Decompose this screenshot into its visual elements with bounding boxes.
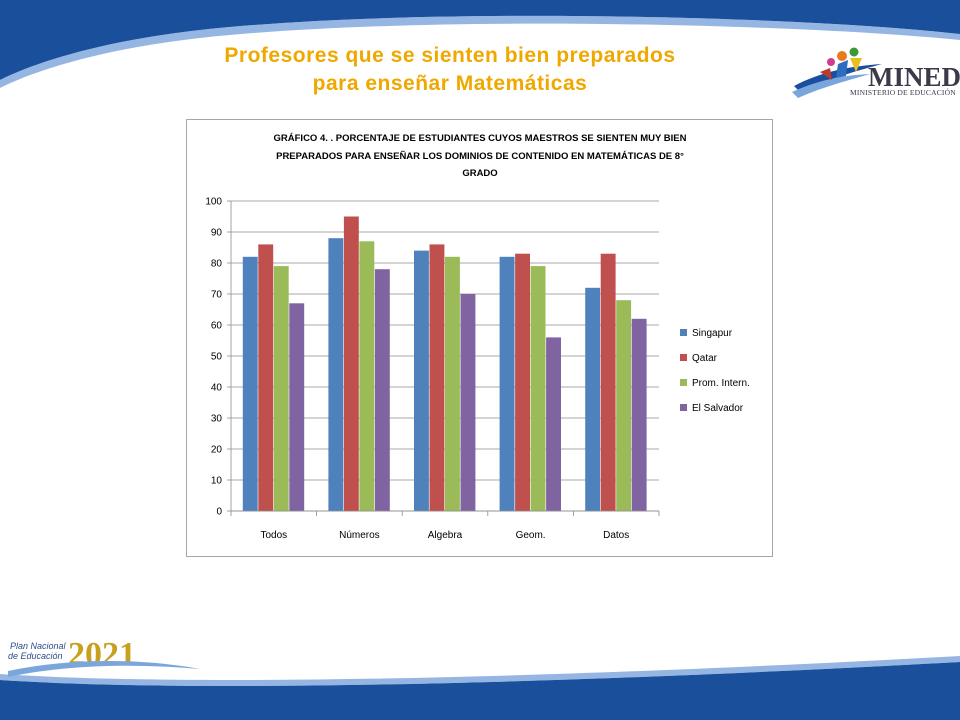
y-tick-label: 20 bbox=[211, 445, 223, 456]
bar bbox=[546, 337, 561, 511]
footer-logo-line-2: de Educación bbox=[8, 651, 63, 661]
bar bbox=[258, 244, 274, 511]
y-tick-label: 80 bbox=[211, 259, 223, 270]
y-tick-label: 90 bbox=[211, 228, 223, 239]
y-tick-label: 30 bbox=[211, 414, 223, 425]
slide-title-line-2: para enseñar Matemáticas bbox=[312, 72, 588, 95]
bar bbox=[242, 256, 258, 511]
bar bbox=[343, 216, 359, 511]
legend-swatch bbox=[680, 404, 687, 411]
bar bbox=[289, 303, 305, 511]
y-tick-label: 50 bbox=[211, 352, 223, 363]
y-tick-label: 10 bbox=[211, 476, 223, 487]
chart-title-line-1: GRÁFICO 4. . PORCENTAJE DE ESTUDIANTES C… bbox=[273, 133, 687, 144]
legend-label: El Salvador bbox=[692, 403, 744, 414]
mined-logo-icon bbox=[792, 47, 882, 98]
chart-title-line-3: GRADO bbox=[462, 168, 498, 179]
x-tick-label: Datos bbox=[603, 530, 629, 541]
bar bbox=[530, 266, 546, 511]
legend-swatch bbox=[680, 354, 687, 361]
x-tick-label: Algebra bbox=[428, 530, 463, 541]
footer-logo-line-1: Plan Nacional bbox=[10, 641, 66, 651]
y-tick-label: 60 bbox=[211, 321, 223, 332]
bar bbox=[600, 253, 616, 511]
bar bbox=[499, 256, 515, 511]
bar bbox=[374, 269, 390, 511]
bar bbox=[359, 241, 375, 512]
x-tick-label: Geom. bbox=[516, 530, 546, 541]
y-tick-label: 100 bbox=[205, 197, 222, 208]
y-tick-label: 0 bbox=[216, 507, 222, 518]
x-tick-label: Números bbox=[339, 530, 380, 541]
chart-title-line-2: PREPARADOS PARA ENSEÑAR LOS DOMINIOS DE … bbox=[276, 151, 684, 162]
bar bbox=[515, 253, 530, 511]
bar bbox=[273, 266, 289, 511]
bar bbox=[445, 256, 460, 511]
header-band bbox=[0, 0, 960, 88]
bar bbox=[631, 318, 647, 511]
legend-label: Singapur bbox=[692, 328, 733, 339]
bar bbox=[328, 238, 344, 511]
bar bbox=[414, 250, 429, 511]
legend-swatch bbox=[680, 379, 687, 386]
legend-swatch bbox=[680, 329, 687, 336]
bar bbox=[429, 244, 445, 511]
plan-nacional-logo-icon: 2021 bbox=[8, 636, 200, 677]
legend-label: Prom. Intern. bbox=[692, 378, 750, 389]
bar bbox=[585, 287, 601, 511]
logo-subtext: MINISTERIO DE EDUCACIÓN bbox=[850, 88, 956, 97]
logo-text: MINED bbox=[868, 62, 960, 92]
footer-band bbox=[0, 656, 960, 720]
bar bbox=[616, 300, 632, 511]
footer-logo-year: 2021 bbox=[68, 636, 136, 673]
legend-label: Qatar bbox=[692, 353, 718, 364]
bar bbox=[460, 294, 476, 511]
x-tick-label: Todos bbox=[260, 530, 287, 541]
y-tick-label: 70 bbox=[211, 290, 223, 301]
slide-title-line-1: Profesores que se sienten bien preparado… bbox=[224, 44, 676, 67]
y-tick-label: 40 bbox=[211, 383, 223, 394]
